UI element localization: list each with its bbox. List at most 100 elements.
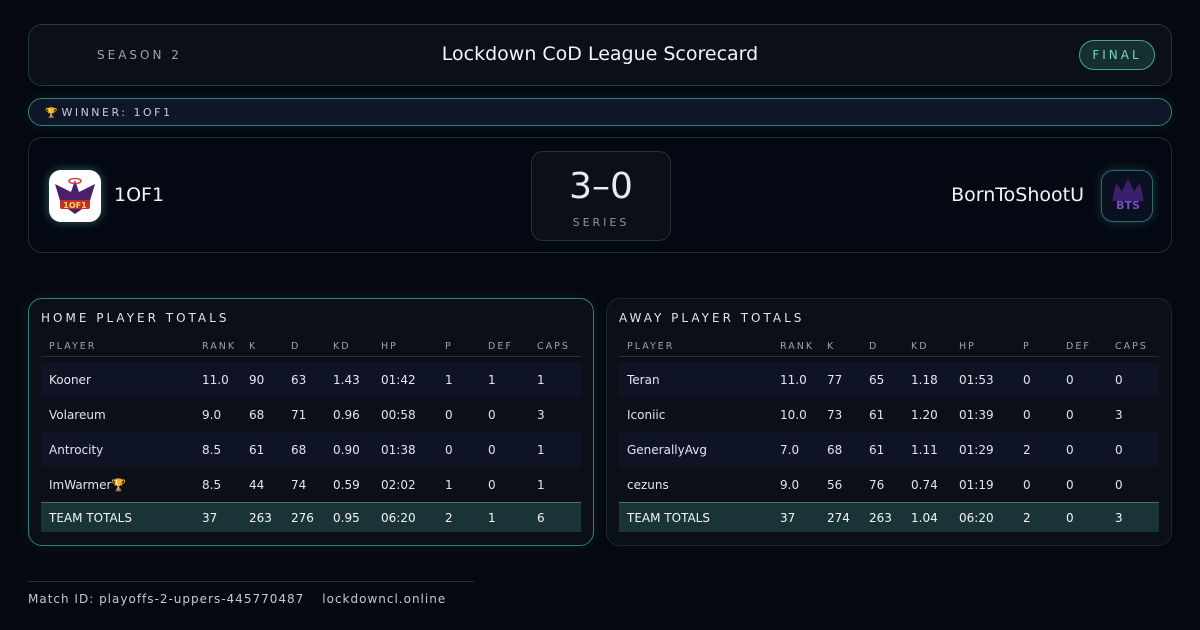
series-score: 3–0 SERIES [531,151,671,241]
winner-label: WINNER: 1OF1 [61,106,173,119]
table-row: Volareum 9.0 68 71 0.96 00:58 0 0 3 [41,397,581,432]
cell-kd: KD [333,341,351,352]
cell-player: Volareum [49,407,106,422]
cell-player: ImWarmer🏆 [49,477,127,492]
cell-p: 0 [1023,372,1031,387]
header: SEASON 2 Lockdown CoD League Scorecard F… [28,24,1172,86]
cell-rank: 9.0 [202,407,222,422]
team-totals-row: TEAM TOTALS 37 274 263 1.04 06:20 2 0 3 [619,502,1159,532]
cell-rank: 8.5 [202,477,222,492]
cell-def: 0 [1066,510,1074,525]
cell-d: 71 [291,407,307,422]
cell-p: 2 [445,510,453,525]
cell-k: 68 [249,407,265,422]
cell-caps: 3 [1115,407,1123,422]
cell-def: DEF [488,341,513,352]
home-team-logo: 1OF1 [49,170,101,222]
cell-hp: 00:58 [381,407,416,422]
cell-caps: 0 [1115,477,1123,492]
cell-rank: 37 [202,510,218,525]
cell-d: 61 [869,442,885,457]
cell-d: 61 [869,407,885,422]
table-row: Antrocity 8.5 61 68 0.90 01:38 0 0 1 [41,432,581,467]
cell-kd: 0.74 [911,477,938,492]
match-id: Match ID: playoffs-2-uppers-445770487 [28,592,305,606]
home-team-name: 1OF1 [114,184,165,206]
cell-k: K [249,341,258,352]
cell-hp: 01:53 [959,372,994,387]
cell-hp: 01:19 [959,477,994,492]
cell-kd: 1.43 [333,372,360,387]
cell-player: TEAM TOTALS [627,510,710,525]
cell-caps: CAPS [537,341,570,352]
away-stats-table: PLAYER RANK K D KD HP P DEF CAPS Teran 11.0 77 65 1.1… [619,337,1159,532]
home-stats-table: PLAYER RANK K D KD HP P DEF CAPS Kooner 11.0 90 63 1.… [41,337,581,532]
cell-rank: 7.0 [780,442,800,457]
cell-k: 73 [827,407,843,422]
cell-def: 0 [1066,442,1074,457]
cell-p: 0 [1023,407,1031,422]
cell-k: K [827,341,836,352]
cell-caps: CAPS [1115,341,1148,352]
season-label: SEASON 2 [97,48,182,62]
cell-k: 61 [249,442,265,457]
match-summary: 1OF1 1OF1 3–0 SERIES BornToShootU BTS [28,137,1172,253]
away-team-logo: BTS [1101,170,1153,222]
cell-p: 0 [1023,477,1031,492]
cell-k: 90 [249,372,265,387]
cell-kd: 1.18 [911,372,938,387]
table-header: PLAYER RANK K D KD HP P DEF CAPS [619,337,1159,357]
cell-d: D [869,341,879,352]
cell-kd: 1.20 [911,407,938,422]
cell-rank: 37 [780,510,796,525]
away-player-totals: AWAY PLAYER TOTALS PLAYER RANK K D KD HP P DEF C… [606,298,1172,546]
cell-kd: 0.59 [333,477,360,492]
cell-player: PLAYER [49,341,97,352]
cell-rank: 9.0 [780,477,800,492]
score-label: SERIES [572,216,630,229]
cell-hp: 02:02 [381,477,416,492]
cell-caps: 0 [1115,372,1123,387]
cell-kd: 0.96 [333,407,360,422]
cell-player: GenerallyAvg [627,442,707,457]
away-team-name: BornToShootU [951,184,1084,206]
cell-d: 65 [869,372,885,387]
cell-hp: HP [381,341,398,352]
footer: Match ID: playoffs-2-uppers-445770487 loc… [28,581,474,606]
cell-d: 63 [291,372,307,387]
score-value: 3–0 [569,166,633,207]
cell-d: D [291,341,301,352]
cell-hp: 06:20 [959,510,994,525]
cell-def: DEF [1066,341,1091,352]
site-link[interactable]: lockdowncl.online [322,592,447,606]
cell-k: 77 [827,372,843,387]
panel-title: HOME PLAYER TOTALS [41,311,230,325]
svg-text:BTS: BTS [1116,199,1140,212]
cell-p: 2 [1023,442,1031,457]
svg-text:1OF1: 1OF1 [63,201,87,210]
cell-def: 0 [1066,477,1074,492]
cell-p: 0 [445,407,453,422]
cell-def: 0 [488,407,496,422]
cell-hp: 06:20 [381,510,416,525]
table-row: Iconiic 10.0 73 61 1.20 01:39 0 0 3 [619,397,1159,432]
cell-d: 276 [291,510,314,525]
table-row: ImWarmer🏆 8.5 44 74 0.59 02:02 1 0 1 [41,467,581,502]
cell-player: Iconiic [627,407,666,422]
cell-k: 56 [827,477,843,492]
cell-kd: 1.04 [911,510,938,525]
cell-kd: 0.95 [333,510,360,525]
cell-rank: 10.0 [780,407,807,422]
cell-hp: 01:42 [381,372,416,387]
team-totals-row: TEAM TOTALS 37 263 276 0.95 06:20 2 1 6 [41,502,581,532]
cell-caps: 3 [537,407,545,422]
cell-caps: 1 [537,477,545,492]
cell-def: 1 [488,372,496,387]
cell-p: 1 [445,477,453,492]
cell-p: P [1023,341,1031,352]
table-row: Kooner 11.0 90 63 1.43 01:42 1 1 1 [41,362,581,397]
table-row: GenerallyAvg 7.0 68 61 1.11 01:29 2 0 0 [619,432,1159,467]
cell-hp: HP [959,341,976,352]
cell-player: PLAYER [627,341,675,352]
cell-def: 0 [1066,372,1074,387]
